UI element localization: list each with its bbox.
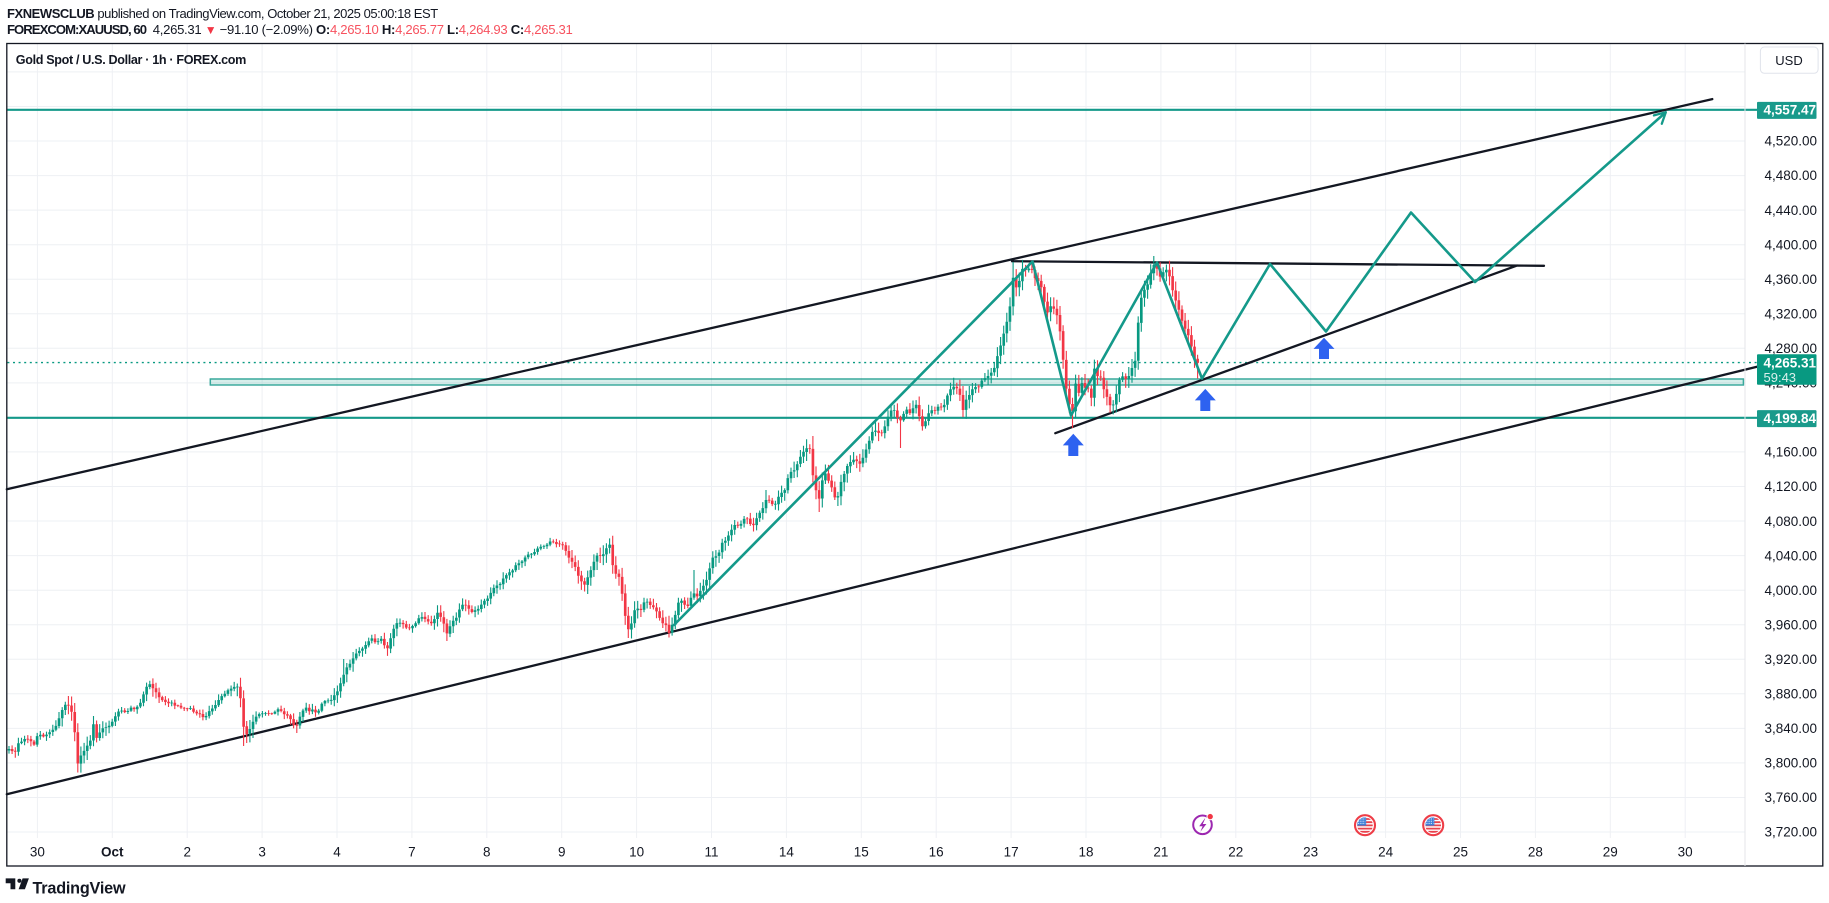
svg-text:4,265.31: 4,265.31	[1764, 355, 1817, 370]
svg-text:28: 28	[1528, 845, 1543, 860]
svg-text:16: 16	[929, 845, 944, 860]
svg-text:3,760.00: 3,760.00	[1765, 790, 1818, 805]
svg-text:4,000.00: 4,000.00	[1765, 583, 1818, 598]
svg-text:3: 3	[258, 845, 266, 860]
svg-text:4: 4	[333, 845, 341, 860]
svg-text:24: 24	[1378, 845, 1394, 860]
svg-text:3,920.00: 3,920.00	[1765, 652, 1818, 667]
svg-text:7: 7	[408, 845, 416, 860]
svg-text:15: 15	[854, 845, 869, 860]
svg-text:4,440.00: 4,440.00	[1765, 203, 1818, 218]
svg-text:59:43: 59:43	[1764, 370, 1797, 385]
svg-text:9: 9	[558, 845, 566, 860]
svg-text:2: 2	[183, 845, 191, 860]
svg-text:22: 22	[1228, 845, 1243, 860]
svg-text:4,280.00: 4,280.00	[1765, 341, 1818, 356]
svg-text:4,480.00: 4,480.00	[1765, 168, 1818, 183]
svg-text:4,080.00: 4,080.00	[1765, 514, 1818, 529]
svg-text:23: 23	[1303, 845, 1318, 860]
svg-text:17: 17	[1004, 845, 1019, 860]
svg-text:Oct: Oct	[101, 845, 124, 860]
svg-text:3,800.00: 3,800.00	[1765, 756, 1818, 771]
svg-text:30: 30	[1678, 845, 1693, 860]
svg-text:4,520.00: 4,520.00	[1765, 134, 1818, 149]
svg-text:4,199.84: 4,199.84	[1764, 411, 1817, 426]
svg-text:4,360.00: 4,360.00	[1765, 272, 1818, 287]
svg-text:30: 30	[30, 845, 45, 860]
svg-text:4,040.00: 4,040.00	[1765, 548, 1818, 563]
svg-text:3,960.00: 3,960.00	[1765, 617, 1818, 632]
svg-text:Gold Spot / U.S. Dollar · 1h ·: Gold Spot / U.S. Dollar · 1h · FOREX.com	[16, 53, 246, 67]
svg-text:10: 10	[629, 845, 644, 860]
svg-text:USD: USD	[1775, 53, 1802, 68]
svg-text:4,400.00: 4,400.00	[1765, 237, 1818, 252]
svg-text:4,120.00: 4,120.00	[1765, 479, 1818, 494]
svg-text:11: 11	[704, 845, 718, 860]
svg-text:25: 25	[1453, 845, 1468, 860]
svg-text:4,320.00: 4,320.00	[1765, 306, 1818, 321]
svg-text:21: 21	[1153, 845, 1168, 860]
svg-text:14: 14	[779, 845, 795, 860]
svg-text:18: 18	[1078, 845, 1093, 860]
svg-text:29: 29	[1603, 845, 1618, 860]
svg-text:3,720.00: 3,720.00	[1765, 825, 1818, 840]
svg-text:4,557.47: 4,557.47	[1764, 103, 1817, 118]
svg-text:TradingView: TradingView	[33, 880, 126, 898]
svg-text:3,880.00: 3,880.00	[1765, 687, 1818, 702]
svg-text:3,840.00: 3,840.00	[1765, 721, 1818, 736]
svg-text:8: 8	[483, 845, 491, 860]
svg-text:4,160.00: 4,160.00	[1765, 445, 1818, 460]
